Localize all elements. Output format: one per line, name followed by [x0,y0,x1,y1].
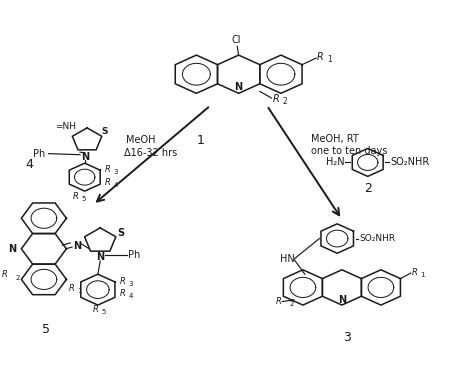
Text: R: R [69,284,74,293]
Text: R: R [273,94,279,104]
Text: 2: 2 [15,275,19,280]
Text: N: N [73,241,82,251]
Text: R: R [1,270,7,279]
Text: 1: 1 [327,55,332,64]
Text: 5: 5 [101,309,106,315]
Text: R: R [275,297,281,306]
Text: 2: 2 [283,97,287,106]
Text: 5: 5 [82,196,86,202]
Text: R: R [105,178,111,187]
Text: 2: 2 [364,182,372,195]
Text: 3: 3 [128,281,133,287]
Text: R: R [120,289,126,298]
Text: N: N [81,152,89,162]
Text: R: R [93,305,99,314]
Text: N: N [235,82,243,92]
Text: MeOH, RT: MeOH, RT [311,134,359,144]
Text: Ph: Ph [33,149,46,159]
Text: 1: 1 [77,288,82,294]
Text: N: N [8,244,16,254]
Text: 4: 4 [113,182,118,188]
Text: R: R [412,268,418,277]
Text: Ph: Ph [128,251,141,261]
Text: 1: 1 [197,134,205,147]
Text: SO₂NHR: SO₂NHR [390,158,429,168]
Text: R: R [317,52,324,62]
Text: 4: 4 [26,158,34,171]
Text: R: R [120,277,126,286]
Text: 3: 3 [113,169,118,175]
Text: HN: HN [280,254,294,264]
Text: 5: 5 [42,323,50,336]
Text: one to ten days: one to ten days [311,146,388,156]
Text: MeOH: MeOH [126,135,155,145]
Text: 1: 1 [420,272,425,278]
Text: S: S [101,127,108,137]
Text: 2: 2 [290,301,294,307]
Text: S: S [117,228,124,238]
Text: Δ16-32 hrs: Δ16-32 hrs [124,148,177,158]
Text: H₂N: H₂N [326,158,344,168]
Text: 3: 3 [343,331,351,344]
Text: Cl: Cl [232,35,241,45]
Text: 4: 4 [128,293,133,299]
Text: R: R [105,165,111,173]
Text: SO₂NHR: SO₂NHR [359,234,395,243]
Text: N: N [338,295,346,305]
Text: R: R [73,192,79,201]
Text: =NH: =NH [55,121,76,131]
Text: N: N [96,252,104,262]
